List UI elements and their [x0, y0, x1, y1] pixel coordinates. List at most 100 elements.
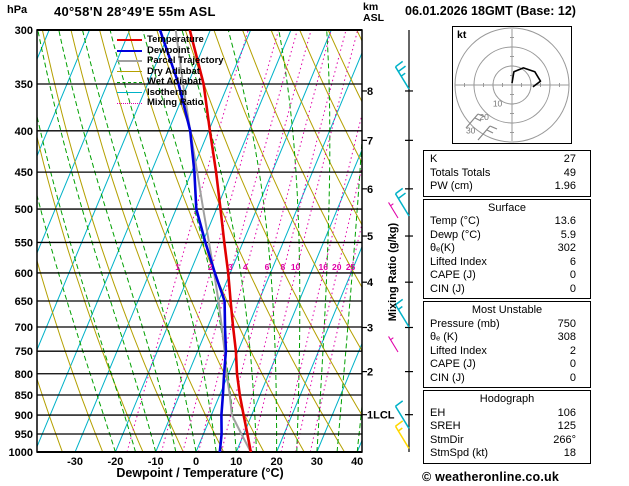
km-tick-label: 1LCL: [367, 410, 395, 422]
svg-text:550: 550: [15, 237, 33, 249]
index-value: 49: [563, 166, 576, 179]
legend-label: Isotherm: [147, 86, 188, 98]
hodograph-unit-label: kt: [457, 29, 467, 41]
svg-text:1000: 1000: [9, 447, 33, 459]
index-row: SREH 125: [424, 420, 590, 434]
wind-barb: [394, 400, 410, 429]
svg-text:-10: -10: [148, 456, 164, 468]
index-box-title: Surface: [488, 201, 526, 214]
altitude-unit-km: km: [363, 1, 379, 13]
legend-line-sample: [117, 71, 142, 73]
legend-item: Mixing Ratio: [117, 98, 224, 109]
indices-panel: K 27 Totals Totals 49 PW (cm) 1.96 Surface Temp…: [423, 150, 591, 464]
index-label: θₑ(K): [430, 242, 455, 254]
index-label: CAPE (J): [430, 358, 476, 370]
hodograph-barb: [465, 113, 479, 129]
legend-item: Dewpoint: [117, 45, 224, 57]
legend-line-sample: [117, 60, 142, 63]
x-axis-label: Dewpoint / Temperature (°C): [116, 466, 284, 480]
index-box-title: Most Unstable: [471, 304, 543, 316]
km-tick-label: 6: [367, 184, 373, 196]
profile-lines: [158, 30, 253, 452]
km-tick-label: 5: [367, 231, 373, 243]
index-value: 125: [557, 420, 576, 432]
svg-text:25: 25: [346, 262, 356, 272]
legend-line-sample: [117, 39, 142, 42]
isotherm-lines: [37, 30, 362, 452]
svg-text:650: 650: [15, 296, 33, 308]
hodograph-ring: [454, 27, 570, 143]
svg-text:-20: -20: [107, 456, 123, 468]
index-value: 18: [563, 447, 576, 459]
svg-text:8: 8: [281, 262, 286, 272]
svg-text:6: 6: [265, 262, 270, 272]
svg-text:350: 350: [15, 79, 33, 91]
index-label: K: [430, 153, 438, 165]
index-row: CIN (J) 0: [424, 372, 590, 386]
index-label: EH: [430, 406, 446, 419]
datetime-header: 06.01.2026 18GMT (Base: 12): [405, 4, 576, 18]
svg-text:3: 3: [228, 262, 233, 272]
legend-line-sample: [117, 92, 142, 94]
index-row: Temp (°C) 13.6: [424, 215, 590, 229]
copyright-text: © weatheronline.co.uk: [422, 470, 560, 484]
index-label: CAPE (J): [430, 269, 476, 281]
svg-text:750: 750: [15, 346, 33, 358]
index-box: K 27 Totals Totals 49 PW (cm) 1.96: [423, 150, 591, 197]
index-label: CIN (J): [430, 282, 465, 295]
legend-line-sample: [117, 102, 142, 104]
index-value: 5.9: [560, 228, 576, 241]
index-value: 27: [563, 153, 576, 165]
legend-label: Wet Adiabat: [147, 76, 202, 88]
index-row: StmSpd (kt) 18: [424, 447, 590, 461]
index-box: Most Unstable Pressure (mb) 750 θₑ (K) 308 Li…: [423, 301, 591, 388]
hodograph-trace: [511, 67, 542, 88]
hodograph-ring-label: 10: [493, 98, 503, 108]
index-box: Hodograph EH 106 SREH 125 StmDir 266° StmSpd (k…: [423, 390, 591, 464]
svg-text:400: 400: [15, 126, 33, 138]
pressure-tick-labels: 300 350 400 450 500 550 600 650 700 750 800 850 900 9…: [9, 25, 33, 459]
index-label: CIN (J): [430, 371, 465, 384]
index-label: θₑ (K): [430, 331, 458, 343]
index-value: 0: [569, 282, 576, 295]
wind-barb: [388, 202, 399, 219]
station-title: 40°58'N 28°49'E 55m ASL: [54, 4, 216, 19]
km-tick-label: 8: [367, 86, 373, 98]
svg-text:16: 16: [318, 262, 328, 272]
index-row: K 27: [424, 153, 590, 167]
legend-label: Dry Adiabat: [147, 65, 200, 77]
svg-text:10: 10: [291, 262, 301, 272]
hodograph-ring-label: 30: [466, 125, 476, 135]
svg-text:800: 800: [15, 369, 33, 381]
svg-text:1: 1: [175, 262, 180, 272]
index-label: Lifted Index: [430, 255, 487, 268]
index-label: Dewp (°C): [430, 228, 481, 241]
index-value: 0: [569, 358, 576, 370]
index-row: Dewp (°C) 5.9: [424, 229, 590, 243]
svg-text:20: 20: [332, 262, 342, 272]
index-row: θₑ(K) 302: [424, 242, 590, 256]
legend-line-sample: [117, 81, 142, 83]
altitude-unit-asl: ASL: [363, 12, 384, 24]
svg-text:450: 450: [15, 167, 33, 179]
index-value: 750: [557, 317, 576, 330]
dewpoint-line: [158, 30, 228, 452]
svg-text:-30: -30: [67, 456, 83, 468]
svg-text:40: 40: [351, 456, 363, 468]
index-value: 13.6: [554, 215, 576, 227]
temperature-line: [188, 30, 253, 452]
svg-text:2: 2: [208, 262, 213, 272]
mixing-ratio-value-labels: 1 2 3 4 6 8 10 16 20 25: [175, 262, 355, 272]
index-row: Lifted Index 2: [424, 345, 590, 359]
index-row: Lifted Index 6: [424, 256, 590, 270]
legend-item: Isotherm: [117, 86, 224, 99]
index-value: 106: [557, 406, 576, 419]
index-value: 1.96: [554, 180, 576, 192]
plot-border: [36, 29, 363, 453]
index-value: 2: [569, 344, 576, 357]
hodograph-barb: [477, 125, 491, 141]
svg-text:700: 700: [15, 322, 33, 334]
